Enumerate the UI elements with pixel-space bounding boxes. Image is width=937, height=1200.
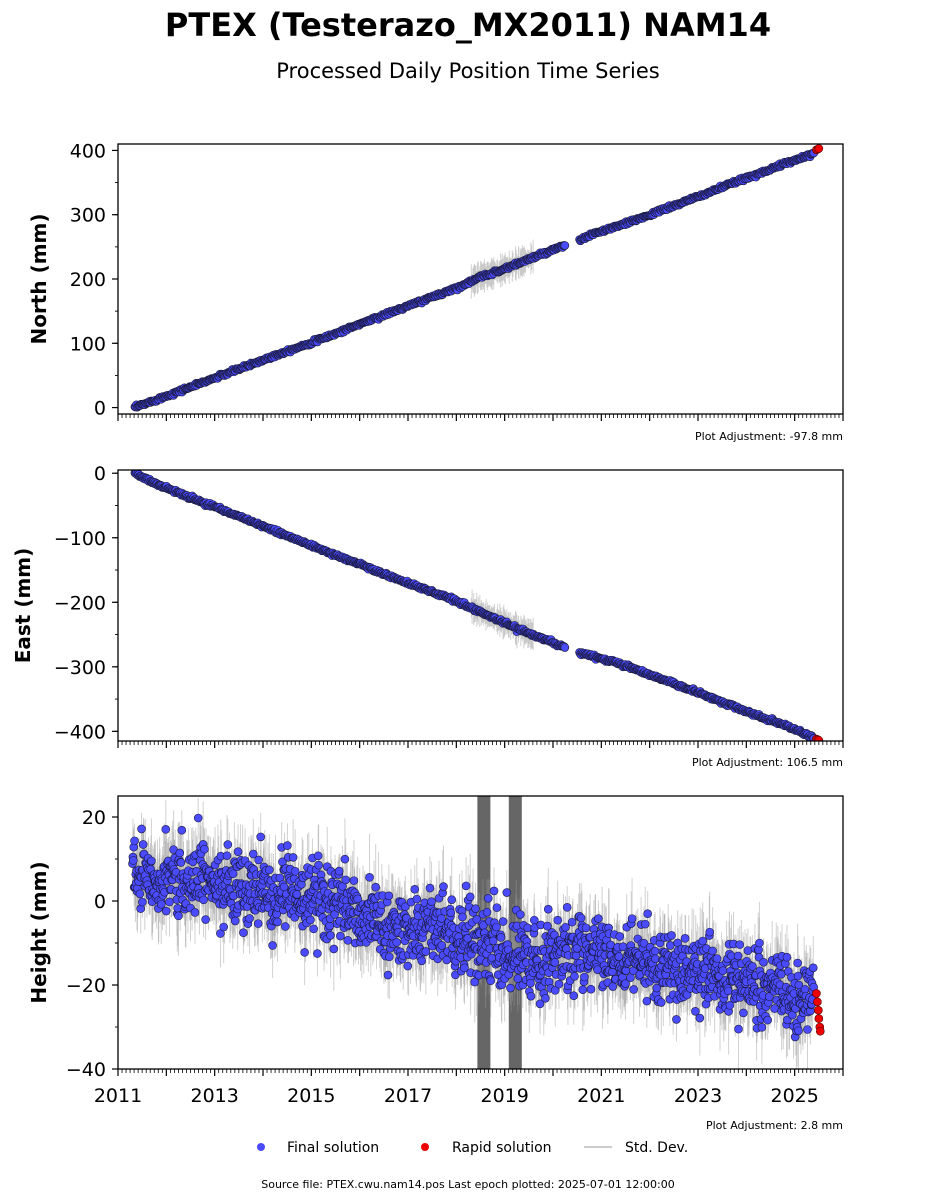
y-axis-label-east: East (mm) [11, 548, 35, 664]
chart-subtitle: Processed Daily Position Time Series [276, 59, 660, 83]
plot-area-height [128, 796, 825, 1069]
chart-title: PTEX (Testerazo_MX2011) NAM14 [165, 6, 771, 44]
y-tick-label: −300 [54, 657, 106, 679]
panels: 0 100 200 300 400 North (mm) Plot Adjustment: … [11, 140, 844, 1132]
y-tick-label: 400 [70, 140, 106, 162]
plot-adjustment-north: Plot Adjustment: -97.8 mm [695, 430, 843, 443]
plot-area-north [130, 144, 824, 412]
rapid-point [814, 144, 824, 153]
y-tick-label: 0 [94, 463, 106, 485]
y-tick-label: −100 [54, 528, 106, 550]
y-tick-label: 200 [70, 269, 106, 291]
y-tick-label: −400 [54, 721, 106, 743]
plot-adjustment-east: Plot Adjustment: 106.5 mm [692, 756, 843, 769]
rapid-series-north [812, 144, 824, 155]
plot-area-east [130, 470, 824, 741]
final-series-north [130, 148, 819, 412]
final-series-east [130, 470, 819, 741]
panel-north: 0 100 200 300 400 North (mm) Plot Adjustment: … [27, 140, 844, 443]
panel-east: 0 −100 −200 −300 −400 East (mm) Plot Adjustmen… [11, 463, 844, 769]
y-tick-label: 0 [94, 398, 106, 420]
y-tick-label: 100 [70, 333, 106, 355]
final-point [560, 643, 570, 652]
y-axis-label-north: North (mm) [27, 213, 51, 344]
rapid-series-east [812, 734, 824, 741]
final-point [560, 241, 570, 250]
y-tick-label: −200 [54, 592, 106, 614]
y-tick-label: 300 [70, 205, 106, 227]
